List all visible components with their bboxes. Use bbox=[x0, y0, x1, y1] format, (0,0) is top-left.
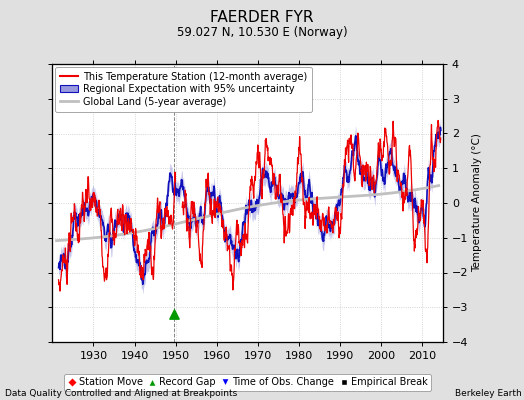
Y-axis label: Temperature Anomaly (°C): Temperature Anomaly (°C) bbox=[473, 134, 483, 272]
Text: 59.027 N, 10.530 E (Norway): 59.027 N, 10.530 E (Norway) bbox=[177, 26, 347, 39]
Text: Data Quality Controlled and Aligned at Breakpoints: Data Quality Controlled and Aligned at B… bbox=[5, 389, 237, 398]
Point bbox=[169, 311, 178, 318]
Text: FAERDER FYR: FAERDER FYR bbox=[210, 10, 314, 25]
Text: Berkeley Earth: Berkeley Earth bbox=[455, 389, 521, 398]
Legend: Station Move, Record Gap, Time of Obs. Change, Empirical Break: Station Move, Record Gap, Time of Obs. C… bbox=[64, 374, 431, 391]
